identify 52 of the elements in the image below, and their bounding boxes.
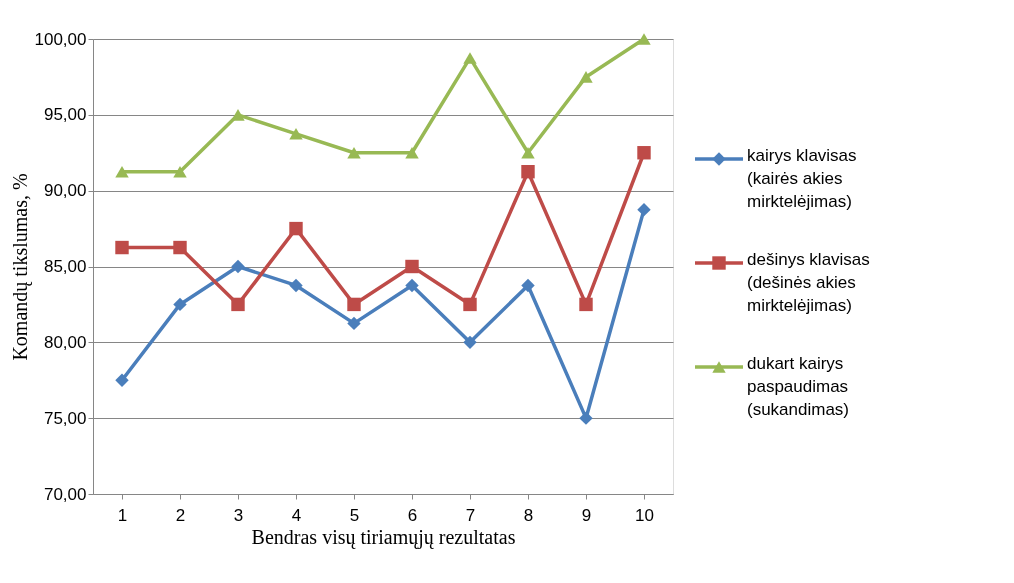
x-tick-label: 6 bbox=[407, 505, 418, 525]
y-tick-label: 90,00 bbox=[43, 181, 87, 201]
point bbox=[521, 165, 535, 179]
point bbox=[405, 146, 419, 159]
x-tick-label: 3 bbox=[233, 505, 244, 525]
point bbox=[289, 221, 303, 236]
y-tick-label: 75,00 bbox=[43, 408, 87, 428]
point bbox=[637, 146, 651, 160]
point bbox=[637, 33, 651, 45]
x-tick-label: 2 bbox=[175, 505, 186, 525]
x-tick-label: 10 bbox=[635, 505, 654, 525]
point bbox=[115, 165, 129, 178]
legend-label: kairys klavisas (kairės akies mirktelėjimas) bbox=[747, 146, 857, 211]
y-tick-label: 85,00 bbox=[43, 257, 87, 276]
x-tick-label: 5 bbox=[349, 505, 360, 525]
point bbox=[463, 52, 477, 64]
point bbox=[521, 278, 535, 293]
point bbox=[347, 297, 361, 312]
point bbox=[289, 127, 303, 140]
y-tick-label: 100,00 bbox=[34, 29, 87, 49]
point bbox=[173, 297, 187, 312]
y-axis-title: Komandų tikslumas, % bbox=[8, 173, 32, 361]
point bbox=[405, 278, 419, 293]
x-tick-label: 8 bbox=[523, 505, 534, 525]
x-tick-label: 9 bbox=[581, 505, 592, 525]
point bbox=[115, 373, 129, 387]
y-tick-label: 95,00 bbox=[43, 105, 87, 125]
x-tick-label: 7 bbox=[465, 505, 476, 525]
x-tick-label: 1 bbox=[117, 505, 128, 525]
legend-label: dešinys klavisas (dešinės akies mirktelėjimas) bbox=[747, 250, 870, 315]
point bbox=[463, 335, 477, 350]
legend-label: dukart kairys paspaudimas (sukandimas) bbox=[747, 354, 850, 419]
point bbox=[637, 202, 651, 217]
y-tick-label: 80,00 bbox=[43, 332, 87, 352]
point bbox=[347, 146, 361, 159]
point bbox=[231, 297, 245, 312]
point bbox=[347, 316, 361, 331]
point bbox=[521, 146, 535, 159]
point bbox=[231, 259, 245, 274]
point bbox=[173, 165, 187, 178]
point bbox=[405, 259, 419, 274]
point bbox=[289, 278, 303, 293]
x-axis-title: Bendras visų tiriamųjų rezultatas bbox=[251, 525, 516, 549]
point bbox=[115, 240, 129, 255]
point bbox=[173, 240, 187, 255]
point bbox=[579, 411, 593, 425]
point bbox=[579, 71, 593, 83]
point bbox=[231, 109, 245, 121]
point bbox=[579, 297, 593, 312]
y-tick-label: 70,00 bbox=[43, 484, 87, 504]
x-tick-label: 4 bbox=[291, 505, 302, 525]
point bbox=[463, 297, 477, 312]
